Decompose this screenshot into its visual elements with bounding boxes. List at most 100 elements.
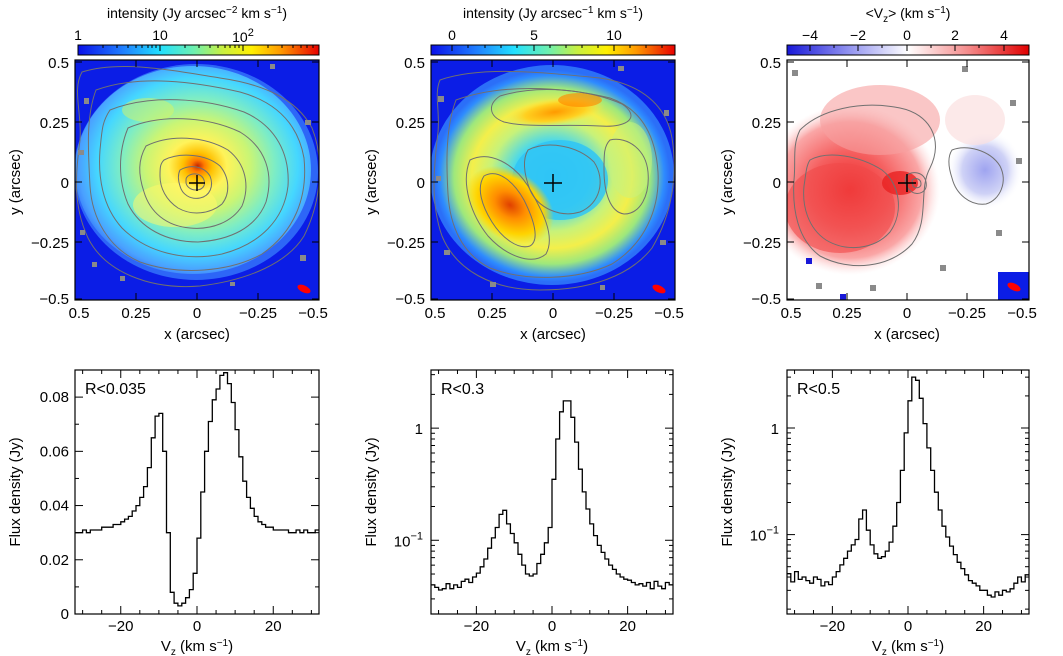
panel-spectrum-bl: −20 0 20 Vz (km s−1) 0 0.02 0.04 0.06 0.08 Flux d… — [7, 369, 320, 656]
colorbar-tick-tr-4: 2 — [951, 27, 959, 43]
ytick-label-bl: 0.04 — [40, 498, 69, 515]
xlabel-bl: Vz (km s−1) — [161, 638, 233, 656]
center-cross-tl — [189, 175, 205, 191]
axes-frame-bl — [74, 369, 320, 615]
noise-specks-tl — [78, 64, 311, 286]
ytick-label-bl: 0.08 — [40, 389, 69, 406]
spectrum-line-br — [787, 376, 1029, 598]
xtick-label-bm: −20 — [464, 618, 489, 635]
ytick-tm-3: 0 — [417, 175, 425, 192]
xtick-tm-2: 0.25 — [477, 305, 506, 322]
xtick-label-bm: 0 — [548, 618, 556, 635]
ylabel-bl: Flux density (Jy) — [7, 437, 24, 546]
xtick-tl-3: 0 — [193, 305, 201, 322]
xlabel-tl: x (arcsec) — [164, 326, 230, 343]
colorbar-tick-tm-3: 10 — [606, 27, 622, 43]
ytick-tm-4: −0.25 — [387, 235, 425, 252]
ytick-label-bl: 0.06 — [40, 443, 69, 460]
xtick-label-bl: 0 — [193, 618, 201, 635]
contours-tl — [75, 65, 319, 288]
xtick-tl-2: 0.25 — [121, 305, 150, 322]
ylabel-tr: y (arcsec) — [719, 149, 736, 215]
beam-ellipse-tm — [652, 284, 666, 294]
xtick-tm-4: −0.25 — [595, 305, 633, 322]
center-cross-tr — [898, 174, 916, 192]
region-label-br: R<0.5 — [797, 381, 840, 398]
ytick-tr-1: 0.5 — [760, 55, 781, 72]
ytick-label-br: 1 — [771, 421, 779, 438]
ytick-label-bl: 0 — [61, 606, 69, 623]
center-cross-tm — [544, 174, 562, 192]
panel-velocity: <Vz> (km s−1) −4 −2 0 2 4 — [719, 5, 1037, 343]
ytick-tm-2: 0.25 — [396, 115, 425, 132]
ytick-tl-5: −0.5 — [39, 291, 69, 308]
contours-tm — [433, 70, 675, 291]
ylabel-tm: y (arcsec) — [363, 149, 380, 215]
axes-ticks-tl — [74, 60, 320, 300]
xtick-label-br: 20 — [975, 618, 992, 635]
colorbar-title-tr: <Vz> (km s−1) — [866, 5, 951, 25]
colorbar-ticks-tl — [77, 45, 314, 51]
noise-specks-tr — [792, 66, 1022, 300]
axes-ticks-tm — [430, 60, 676, 300]
colorbar-tick-tl-1: 1 — [74, 27, 82, 43]
xtick-tl-1: 0.5 — [69, 305, 90, 322]
colorbar-ticks-tr — [809, 45, 1005, 51]
ytick-tr-3: 0 — [773, 175, 781, 192]
ytick-tl-4: −0.25 — [31, 235, 69, 252]
colorbar-tick-tm-2: 5 — [530, 27, 538, 43]
ytick-tm-5: −0.5 — [395, 291, 425, 308]
colorbar-tick-tr-5: 4 — [1000, 27, 1008, 43]
region-label-bl: R<0.035 — [85, 381, 146, 398]
beam-ellipse-tr — [1007, 282, 1021, 292]
ytick-label-bm: 10−1 — [394, 530, 423, 550]
spectra-layer: −20 0 20 Vz (km s−1) 0 0.02 0.04 0.06 0.08 Flux d… — [7, 369, 1030, 656]
colorbar-title-tm: intensity (Jy arcsec−1 km s−1) — [463, 5, 643, 21]
beam-ellipse-tl — [297, 284, 311, 294]
colorbar-title-tl: intensity (Jy arcsec−2 km s−1) — [107, 5, 287, 21]
ytick-tr-4: −0.25 — [743, 235, 781, 252]
panel-moment0: intensity (Jy arcsec−2 km s−1) 1 10 102 — [7, 5, 328, 343]
map-moment0 — [75, 60, 319, 300]
ytick-tm-1: 0.5 — [404, 55, 425, 72]
contours-tr — [793, 104, 1004, 267]
xtick-label-br: −20 — [820, 618, 845, 635]
ytick-tr-5: −0.5 — [751, 291, 781, 308]
map-velocity — [787, 60, 1029, 300]
ytick-tr-2: 0.25 — [752, 115, 781, 132]
xtick-label-br: 0 — [904, 618, 912, 635]
noise-specks-tm — [436, 66, 669, 290]
colorbar-tick-tr-1: −4 — [802, 27, 818, 43]
colorbar-tick-tr-3: 0 — [903, 27, 911, 43]
xtick-tl-5: −0.5 — [298, 305, 328, 322]
ytick-label-bm: 1 — [415, 421, 423, 438]
spectrum-line-bl — [75, 372, 319, 607]
axes-frame-tr — [786, 59, 1030, 301]
xtick-label-bm: 20 — [619, 618, 636, 635]
xtick-tr-4: −0.25 — [948, 305, 986, 322]
colorbar-tr — [786, 44, 1030, 56]
ytick-label-bl: 0.02 — [40, 552, 69, 569]
xlabel-tm: x (arcsec) — [520, 326, 586, 343]
xtick-tl-4: −0.25 — [239, 305, 277, 322]
ytick-tl-3: 0 — [61, 175, 69, 192]
ytick-tl-1: 0.5 — [48, 55, 69, 72]
colorbar-tick-tr-2: −2 — [850, 27, 866, 43]
ytick-label-br: 10−1 — [750, 525, 779, 545]
axes-ticks-tr — [786, 60, 1030, 300]
xtick-tr-1: 0.5 — [781, 305, 802, 322]
panel-peak-intensity: intensity (Jy arcsec−1 km s−1) 0 5 10 — [363, 5, 684, 343]
colorbar-tick-tl-3: 102 — [232, 27, 254, 45]
panel-spectrum-br: −20 0 20 Vz (km s−1) 10−1 1 Flux density (Jy) R… — [719, 369, 1030, 656]
ylabel-bm: Flux density (Jy) — [363, 437, 380, 546]
ytick-tl-2: 0.25 — [40, 115, 69, 132]
xtick-tm-3: 0 — [549, 305, 557, 322]
xlabel-bm: Vz (km s−1) — [516, 638, 588, 656]
region-label-bm: R<0.3 — [441, 381, 484, 398]
xtick-tm-1: 0.5 — [425, 305, 446, 322]
colorbar-tick-tl-2: 10 — [152, 27, 168, 43]
colorbar-tick-tm-1: 0 — [448, 27, 456, 43]
xtick-label-bl: −20 — [108, 618, 133, 635]
xtick-tr-5: −0.5 — [1007, 305, 1037, 322]
